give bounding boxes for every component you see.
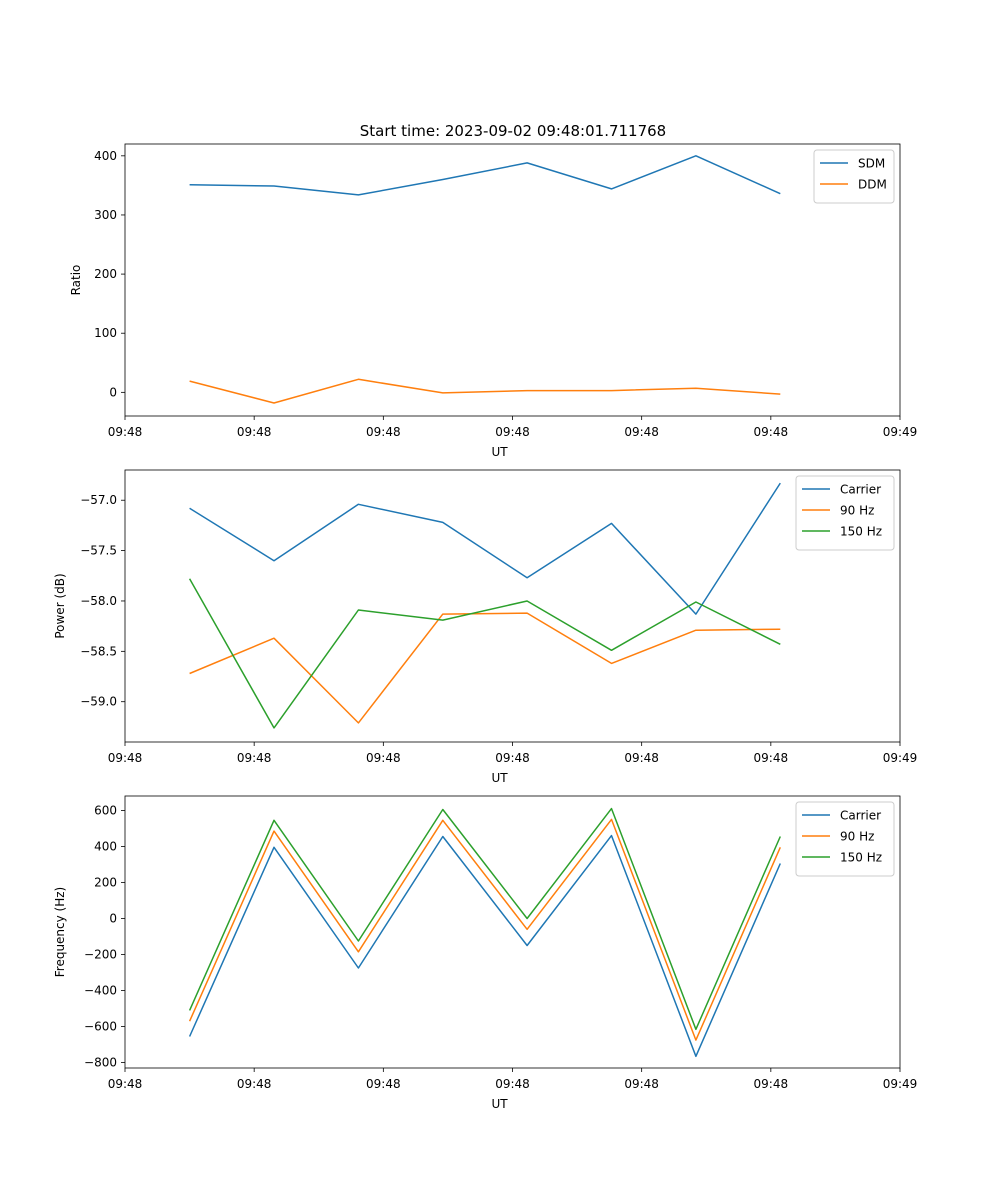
power-x-tick-label: 09:48 <box>108 751 143 765</box>
frequency-y-tick-label: 0 <box>109 911 117 925</box>
frequency-x-tick-label: 09:48 <box>366 1077 401 1091</box>
frequency-legend-label: 90 Hz <box>840 830 874 844</box>
ratio-panel: 09:48 09:48 09:48 09:48 09:48 09:48 09:49 0 100 2… <box>69 143 918 459</box>
power-x-tick-label: 09:48 <box>624 751 659 765</box>
ratio-x-tick-label: 09:48 <box>237 425 272 439</box>
frequency-legend-label: 150 Hz <box>840 851 882 865</box>
ratio-y-tick-label: 200 <box>94 267 117 281</box>
frequency-series-90-hz <box>188 818 781 1041</box>
power-x-tick-label: 09:49 <box>883 751 918 765</box>
ratio-legend-label: DDM <box>858 178 887 192</box>
ratio-y-tick-label: 300 <box>94 208 117 222</box>
power-y-tick-label: −59.0 <box>80 695 117 709</box>
frequency-y-tick-label: 200 <box>94 875 117 889</box>
power-legend-label: 150 Hz <box>840 525 882 539</box>
frequency-y-tick-label: −400 <box>84 984 117 998</box>
frequency-y-axis-label: Frequency (Hz) <box>53 887 67 978</box>
power-x-tick-label: 09:48 <box>495 751 530 765</box>
frequency-series-150-hz <box>188 807 781 1031</box>
frequency-x-tick-label: 09:48 <box>237 1077 272 1091</box>
ratio-y-tick-label: 0 <box>109 385 117 399</box>
frequency-y-tick-label: 400 <box>94 839 117 853</box>
ratio-series-sdm <box>189 155 781 196</box>
ratio-x-axis-label: UT <box>491 445 508 459</box>
frequency-x-axis-label: UT <box>491 1097 508 1111</box>
frequency-x-tick-label: 09:48 <box>108 1077 143 1091</box>
figure-title: Start time: 2023-09-02 09:48:01.711768 <box>360 122 666 140</box>
power-y-tick-label: −57.5 <box>80 544 117 558</box>
ratio-x-tick-label: 09:48 <box>754 425 789 439</box>
power-series-150-hz <box>188 578 781 729</box>
power-legend-label: Carrier <box>840 483 881 497</box>
power-y-tick-label: −58.5 <box>80 644 117 658</box>
frequency-x-tick-label: 09:48 <box>624 1077 659 1091</box>
frequency-x-tick-label: 09:48 <box>754 1077 789 1091</box>
power-y-tick-label: −58.0 <box>80 594 117 608</box>
frequency-y-tick-label: −600 <box>84 1020 117 1034</box>
ratio-y-tick-label: 100 <box>94 326 117 340</box>
frequency-y-tick-label: −200 <box>84 948 117 962</box>
ratio-series-ddm <box>189 378 781 404</box>
power-y-tick-label: −57.0 <box>80 493 117 507</box>
ratio-legend-label: SDM <box>858 157 885 171</box>
ratio-x-tick-label: 09:49 <box>883 425 918 439</box>
power-series-90-hz <box>189 612 781 724</box>
frequency-panel: 09:48 09:48 09:48 09:48 09:48 09:48 09:49 600 40… <box>53 795 918 1111</box>
power-x-tick-label: 09:48 <box>754 751 789 765</box>
frequency-y-tick-label: 600 <box>94 803 117 817</box>
frequency-y-tick-label: −800 <box>84 1056 117 1070</box>
ratio-x-tick-label: 09:48 <box>624 425 659 439</box>
power-y-axis-label: Power (dB) <box>53 573 67 638</box>
frequency-x-tick-label: 09:49 <box>883 1077 918 1091</box>
frequency-x-tick-label: 09:48 <box>495 1077 530 1091</box>
power-x-tick-label: 09:48 <box>366 751 401 765</box>
frequency-series-carrier <box>188 834 781 1058</box>
ratio-x-tick-label: 09:48 <box>366 425 401 439</box>
ratio-y-axis-label: Ratio <box>69 265 83 296</box>
ratio-x-tick-label: 09:48 <box>108 425 143 439</box>
power-panel: 09:48 09:48 09:48 09:48 09:48 09:48 09:49 −57.0… <box>53 469 918 785</box>
power-x-axis-label: UT <box>491 771 508 785</box>
ratio-y-tick-label: 400 <box>94 149 117 163</box>
ratio-x-tick-label: 09:48 <box>495 425 530 439</box>
frequency-legend-label: Carrier <box>840 809 881 823</box>
power-series-carrier <box>189 482 781 615</box>
power-x-tick-label: 09:48 <box>237 751 272 765</box>
power-legend-label: 90 Hz <box>840 504 874 518</box>
